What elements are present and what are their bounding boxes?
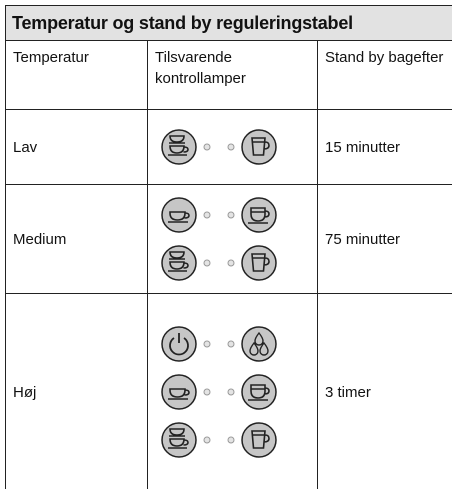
lamp-button bbox=[161, 326, 197, 362]
lamp-cell bbox=[147, 184, 318, 294]
cell: Høj bbox=[5, 293, 148, 489]
row: Høj 3 timer bbox=[5, 293, 452, 489]
lamp-pair bbox=[161, 374, 277, 410]
table-title: Temperatur og stand by reguleringstabel bbox=[5, 5, 452, 41]
row: Lav 15 minutter bbox=[5, 109, 452, 185]
lamp-dot bbox=[203, 388, 211, 396]
lamp-dot bbox=[227, 259, 235, 267]
lamp-dot bbox=[227, 143, 235, 151]
lamp-dot bbox=[203, 259, 211, 267]
header-cell: Stand by bagefter bbox=[316, 40, 452, 110]
lamp-button bbox=[241, 129, 277, 165]
lamp-button bbox=[241, 374, 277, 410]
lamp-pair bbox=[161, 129, 277, 165]
header-cell: Tilsvarende kontrollamper bbox=[147, 40, 318, 110]
lamp-button bbox=[241, 245, 277, 281]
cell: Medium bbox=[5, 184, 148, 294]
lamp-dot bbox=[227, 211, 235, 219]
lamp-dot bbox=[227, 388, 235, 396]
lamp-pair bbox=[161, 422, 277, 458]
lamp-dot bbox=[203, 436, 211, 444]
lamp-pair bbox=[161, 326, 277, 362]
cell: 3 timer bbox=[316, 293, 452, 489]
table-wrap: Temperatur og stand by reguleringstabel … bbox=[5, 5, 452, 489]
lamp-cell bbox=[147, 109, 318, 185]
lamp-button bbox=[161, 197, 197, 233]
cell: 15 minutter bbox=[316, 109, 452, 185]
lamp-dot bbox=[203, 211, 211, 219]
header-row: Temperatur Tilsvarende kontrollamper Sta… bbox=[5, 40, 452, 110]
lamp-button bbox=[241, 197, 277, 233]
lamp-button bbox=[241, 422, 277, 458]
lamp-button bbox=[161, 374, 197, 410]
lamp-pair bbox=[161, 197, 277, 233]
row: Medium 75 minutter bbox=[5, 184, 452, 294]
header-cell: Temperatur bbox=[5, 40, 148, 110]
lamp-button bbox=[161, 245, 197, 281]
lamp-dot bbox=[227, 340, 235, 348]
lamp-pair bbox=[161, 245, 277, 281]
cell: 75 minutter bbox=[316, 184, 452, 294]
title-row: Temperatur og stand by reguleringstabel bbox=[5, 5, 452, 41]
lamp-button bbox=[161, 129, 197, 165]
cell: Lav bbox=[5, 109, 148, 185]
table: Temperatur og stand by reguleringstabel … bbox=[5, 5, 452, 489]
lamp-dot bbox=[203, 340, 211, 348]
lamp-dot bbox=[227, 436, 235, 444]
lamp-button bbox=[161, 422, 197, 458]
lamp-cell bbox=[147, 293, 318, 489]
lamp-dot bbox=[203, 143, 211, 151]
